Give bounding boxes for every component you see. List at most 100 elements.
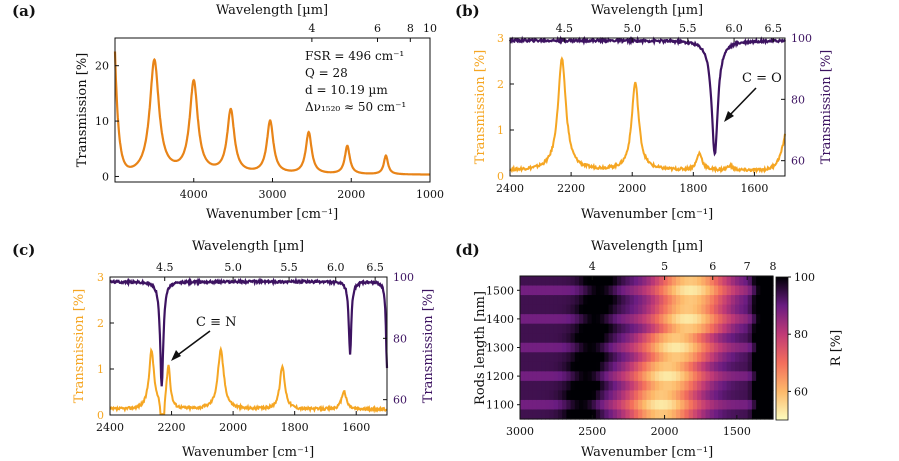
heatmap-cell <box>667 342 673 353</box>
heatmap-cell <box>688 323 694 334</box>
heatmap-cell <box>557 342 563 353</box>
heatmap-cell <box>684 295 690 306</box>
heatmap-cell <box>751 390 757 401</box>
heatmap-cell <box>612 295 618 306</box>
heatmap-cell <box>756 333 761 344</box>
heatmap-cell <box>545 295 551 306</box>
heatmap-cell <box>688 304 694 315</box>
heatmap-cell <box>722 285 728 296</box>
heatmap-cell <box>557 399 563 411</box>
heatmap-cell <box>735 304 740 315</box>
heatmap-cell <box>612 352 618 363</box>
panel-a-frame <box>114 37 431 183</box>
heatmap-cell <box>671 276 677 287</box>
heatmap-cell <box>549 342 555 353</box>
heatmap-cell <box>756 390 761 401</box>
panel-b-xlabel: Wavenumber [cm⁻¹] <box>581 207 713 222</box>
heatmap-cell <box>747 314 753 325</box>
heatmap-cell <box>549 276 555 287</box>
heatmap-cell <box>743 314 749 325</box>
heatmap-cell <box>713 285 719 296</box>
heatmap-cell <box>764 380 770 391</box>
heatmap-cell <box>579 380 584 391</box>
heatmap-cell <box>709 361 715 372</box>
heatmap-cell <box>541 314 546 325</box>
heatmap-cell <box>541 361 546 372</box>
heatmap-cell <box>659 285 664 296</box>
heatmap-cell <box>650 342 656 353</box>
heatmap-cell <box>528 333 534 344</box>
heatmap-cell <box>608 390 614 401</box>
heatmap-cell <box>739 380 745 391</box>
panel-a-series-line <box>113 51 430 176</box>
heatmap-cell <box>520 323 525 334</box>
heatmap-cell <box>621 333 627 344</box>
heatmap-cell <box>591 323 597 334</box>
heatmap-cell <box>600 409 605 420</box>
heatmap-cell <box>532 285 538 296</box>
heatmap-cell <box>722 390 728 401</box>
heatmap-cell <box>659 304 664 315</box>
heatmap-cell <box>760 285 766 296</box>
panel-d-xtick-label-1: 2500 <box>578 425 606 438</box>
heatmap-cell <box>713 323 719 334</box>
heatmap-cell <box>713 409 719 420</box>
heatmap-cell <box>587 371 593 382</box>
heatmap-cell <box>756 352 761 363</box>
heatmap-cell <box>579 342 584 353</box>
heatmap-cell <box>722 304 728 315</box>
heatmap-cell <box>604 333 610 344</box>
heatmap-cell <box>587 295 593 306</box>
heatmap-cell <box>520 342 525 353</box>
heatmap-cell <box>633 276 639 287</box>
heatmap-cell <box>646 371 652 382</box>
heatmap-cell <box>667 323 673 334</box>
heatmap-cell <box>612 361 618 372</box>
heatmap-cell <box>764 304 770 315</box>
heatmap-cell <box>587 380 593 391</box>
heatmap-cell <box>768 276 774 287</box>
heatmap-cell <box>604 390 610 401</box>
heatmap-cell <box>625 352 631 363</box>
panel-a-ytick-label-2: 20 <box>95 60 109 73</box>
heatmap-cell <box>654 399 660 411</box>
heatmap-cell <box>587 352 593 363</box>
heatmap-cell <box>718 371 723 382</box>
heatmap-cell <box>553 295 559 306</box>
heatmap-cell <box>659 361 664 372</box>
heatmap-cell <box>638 295 643 306</box>
heatmap-cell <box>633 342 639 353</box>
heatmap-cell <box>595 409 601 420</box>
heatmap-cell <box>587 304 593 315</box>
heatmap-cell <box>764 295 770 306</box>
heatmap-cell <box>633 304 639 315</box>
heatmap-cell <box>595 304 601 315</box>
heatmap-cell <box>713 333 719 344</box>
heatmap-cell <box>557 333 563 344</box>
heatmap-cell <box>705 304 711 315</box>
heatmap-cell <box>697 314 702 325</box>
heatmap-cell <box>612 333 618 344</box>
heatmap-cell <box>735 285 740 296</box>
heatmap-cell <box>760 361 766 372</box>
heatmap-cell <box>671 399 677 411</box>
heatmap-cell <box>676 276 681 287</box>
heatmap-cell <box>701 399 707 411</box>
panel-d-ytick-label-1: 1200 <box>486 370 514 383</box>
heatmap-cell <box>621 276 627 287</box>
heatmap-cell <box>583 352 589 363</box>
heatmap-cell <box>532 371 538 382</box>
heatmap-cell <box>751 380 757 391</box>
heatmap-cell <box>743 409 749 420</box>
heatmap-cell <box>726 371 732 382</box>
heatmap-cell <box>701 304 707 315</box>
heatmap-cell <box>553 285 559 296</box>
heatmap-cell <box>638 380 643 391</box>
heatmap-cell <box>688 314 694 325</box>
heatmap-cell <box>680 304 686 315</box>
heatmap-cell <box>528 276 534 287</box>
heatmap-cell <box>646 285 652 296</box>
heatmap-cell <box>642 361 648 372</box>
heatmap-cell <box>574 276 580 287</box>
heatmap-cell <box>621 371 627 382</box>
